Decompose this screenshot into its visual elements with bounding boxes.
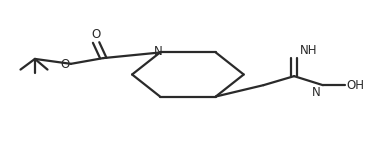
- Text: OH: OH: [346, 79, 364, 92]
- Text: N: N: [154, 45, 163, 58]
- Text: O: O: [61, 58, 70, 71]
- Text: NH: NH: [300, 44, 317, 57]
- Text: N: N: [312, 86, 321, 99]
- Text: O: O: [92, 28, 101, 41]
